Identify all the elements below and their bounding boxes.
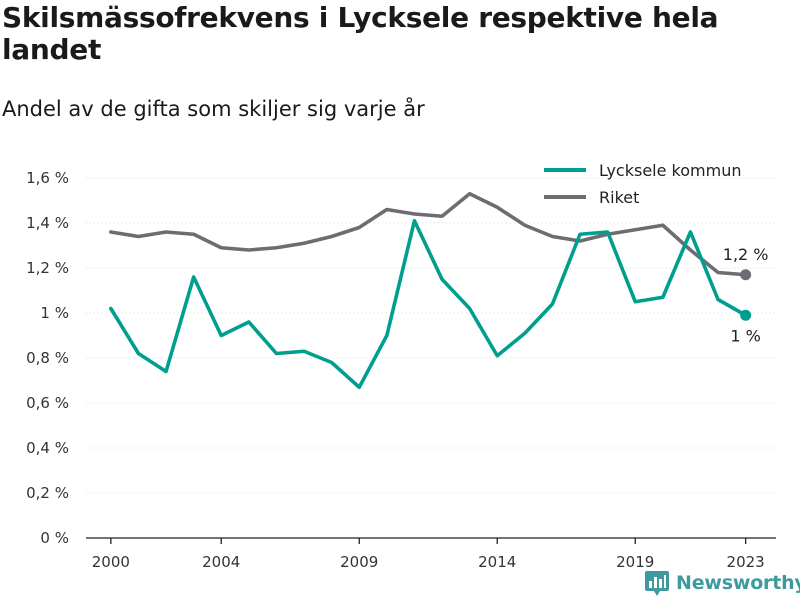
- end-point-riket: [740, 269, 752, 281]
- x-tick-label: 2004: [202, 553, 240, 571]
- y-tick-label: 0 %: [40, 529, 69, 547]
- end-label-riket: 1,2 %: [723, 245, 769, 264]
- grid-lines: [86, 177, 776, 494]
- end-point-lycksele: [740, 309, 752, 321]
- end-labels: 1 % 1,2 %: [723, 245, 769, 346]
- y-tick-label: 1 %: [40, 304, 69, 322]
- y-tick-label: 0,8 %: [26, 349, 69, 367]
- chart-subtitle: Andel av de gifta som skiljer sig varje …: [2, 97, 425, 121]
- x-axis: 2000 2004 2009 2014 2019 2023: [86, 537, 776, 571]
- y-tick-label: 0,6 %: [26, 394, 69, 412]
- x-tick-label: 2009: [340, 553, 378, 571]
- series-line-lycksele: [109, 218, 748, 390]
- end-label-lycksele: 1 %: [730, 326, 760, 345]
- y-tick-label: 0,4 %: [26, 439, 69, 457]
- y-tick-label: 1,2 %: [26, 259, 69, 277]
- x-tick-label: 2019: [616, 553, 654, 571]
- bar-chart-icon: [645, 571, 669, 596]
- x-tick-label: 2014: [478, 553, 516, 571]
- legend-label: Riket: [599, 188, 639, 207]
- legend: Lycksele kommun Riket: [544, 161, 741, 207]
- series-line-riket: [109, 191, 748, 277]
- y-tick-label: 1,6 %: [26, 169, 69, 187]
- x-tick-label: 2023: [727, 553, 765, 571]
- y-tick-label: 1,4 %: [26, 214, 69, 232]
- brand-name: Newsworthy: [676, 572, 800, 594]
- y-axis-tick-labels: 0 % 0,2 % 0,4 % 0,6 % 0,8 % 1 % 1,2 % 1,4 % 1,6 …: [26, 169, 69, 547]
- brand-logo: Newsworthy: [644, 568, 800, 598]
- chart-title: Skilsmässofrekvens i Lycksele respektive…: [2, 1, 719, 66]
- legend-label: Lycksele kommun: [599, 161, 741, 180]
- y-tick-label: 0,2 %: [26, 484, 69, 502]
- x-tick-label: 2000: [92, 553, 130, 571]
- series-lines: [109, 191, 748, 390]
